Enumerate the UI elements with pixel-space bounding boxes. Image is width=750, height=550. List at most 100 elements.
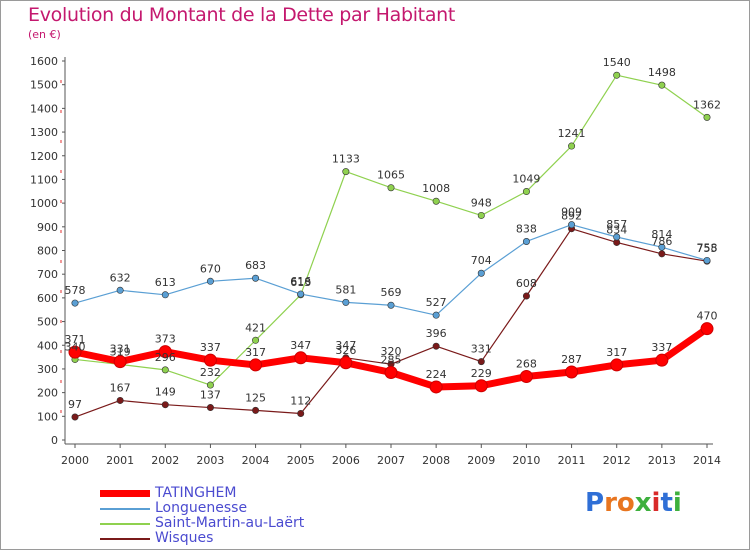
data-point [342,168,350,176]
data-point [206,277,214,285]
data-label: 909 [561,206,582,219]
data-point [297,290,305,298]
data-label: 569 [381,286,402,299]
data-label: 396 [426,327,447,340]
y-tick-label: 600 [37,292,58,305]
data-point [610,358,624,372]
data-label: 786 [651,235,672,248]
data-label: 125 [245,391,266,404]
data-label: 224 [426,368,447,381]
data-label: 892 [561,210,582,223]
data-label: 1133 [332,153,360,166]
x-tick-label: 2000 [61,454,89,467]
data-label: 527 [426,296,447,309]
data-point [568,142,576,150]
logo-letter: P [585,488,605,518]
data-label: 137 [200,389,221,402]
data-point [342,298,350,306]
data-label: 421 [245,321,266,334]
data-label: 296 [155,351,176,364]
data-point [297,409,305,417]
data-point [206,404,214,412]
data-point [703,256,711,264]
data-label: 331 [110,343,131,356]
data-label: 838 [516,222,537,235]
legend-swatch-longuenesse [100,508,150,510]
data-point [429,380,443,394]
legend-label: Wisques [155,530,214,546]
y-tick-label: 1500 [30,79,58,92]
y-tick-label: 1400 [30,102,58,115]
x-tick-label: 2001 [106,454,134,467]
data-label: 834 [606,223,627,236]
data-label: 340 [65,340,86,353]
data-label: 470 [697,310,718,323]
data-label: 347 [290,339,311,352]
legend-label: Saint-Martin-au-Laërt [155,515,305,531]
data-point [116,396,124,404]
data-point [384,365,398,379]
chart-title: Evolution du Montant de la Dette par Hab… [28,4,456,26]
x-tick-label: 2007 [377,454,405,467]
data-label: 1540 [603,56,631,69]
data-label: 1049 [512,173,540,186]
data-label: 347 [335,339,356,352]
data-point [477,269,485,277]
logo-letter: t [660,488,673,518]
y-tick-label: 1600 [30,55,58,68]
legend-swatch-tatinghem [100,490,150,497]
data-point [387,301,395,309]
data-label: 337 [651,341,672,354]
y-tick-label: 1300 [30,126,58,139]
legend-swatch-wisques [100,538,150,540]
x-tick-label: 2008 [422,454,450,467]
data-label: 1008 [422,182,450,195]
unit-label: (en €) [28,28,61,41]
y-tick-label: 100 [37,410,58,423]
data-label: 149 [155,386,176,399]
data-label: 229 [471,367,492,380]
series-tatinghem [68,322,714,394]
data-point [71,413,79,421]
data-point [474,379,488,393]
data-point [432,197,440,205]
data-label: 326 [335,344,356,357]
data-label: 758 [697,241,718,254]
legend-label: TATINGHEM [155,485,237,501]
data-label: 320 [381,345,402,358]
data-label: 97 [68,398,82,411]
data-point [158,345,172,359]
data-label: 167 [110,381,131,394]
data-label: 371 [65,333,86,346]
x-tick-label: 2006 [332,454,360,467]
data-label: 232 [200,366,221,379]
logo-letter: i [651,488,661,518]
data-point [568,221,576,229]
legend-item-tatinghem: TATINGHEM [100,485,420,501]
data-label: 319 [110,345,131,358]
legend-label: Longuenesse [155,500,248,516]
data-label: 317 [245,346,266,359]
data-label: 268 [516,358,537,371]
legend-item-saint-martin: Saint-Martin-au-Laërt [100,515,420,531]
x-tick-label: 2009 [467,454,495,467]
data-label: 331 [471,343,492,356]
data-point [68,345,82,359]
x-tick-label: 2004 [242,454,270,467]
y-tick-label: 800 [37,245,58,258]
data-point [249,358,263,372]
legend-item-longuenesse: Longuenesse [100,500,420,516]
data-label: 337 [200,341,221,354]
data-point [658,81,666,89]
data-label: 613 [290,276,311,289]
data-point [71,299,79,307]
logo-letter: i [672,488,682,518]
data-point [339,356,353,370]
data-point [116,286,124,294]
data-point [161,401,169,409]
data-label: 608 [516,277,537,290]
data-point [203,353,217,367]
legend-item-wisques: Wisques [100,530,420,546]
data-label: 704 [471,254,492,267]
